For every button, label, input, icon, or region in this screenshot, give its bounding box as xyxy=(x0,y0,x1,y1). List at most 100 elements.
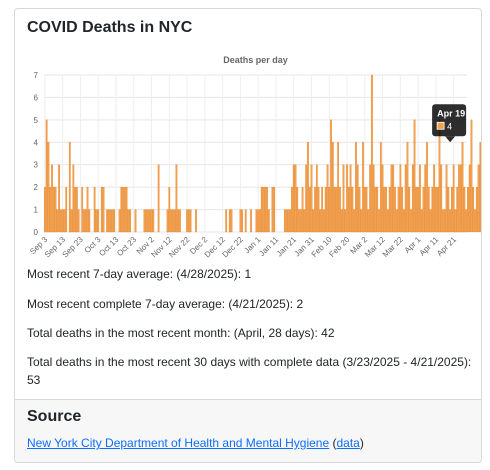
bar xyxy=(74,186,76,233)
bar xyxy=(413,119,416,233)
bar xyxy=(118,209,121,233)
x-tick-label: Feb 20 xyxy=(327,235,351,259)
bar xyxy=(374,186,377,233)
bar xyxy=(481,187,482,232)
bar xyxy=(420,209,423,233)
bar xyxy=(474,209,476,233)
x-tick-label: Dec 22 xyxy=(221,235,246,260)
bar xyxy=(301,186,304,233)
bar xyxy=(152,209,155,233)
bar xyxy=(363,186,366,233)
bar xyxy=(440,164,443,233)
bar xyxy=(168,186,171,233)
bar xyxy=(339,186,341,233)
bar xyxy=(310,164,313,233)
data-link[interactable]: data xyxy=(336,436,360,450)
bar xyxy=(403,209,405,233)
bar xyxy=(355,142,357,233)
bar xyxy=(186,209,188,233)
bar xyxy=(312,209,315,233)
bar xyxy=(72,164,75,233)
bar xyxy=(70,209,73,233)
bar xyxy=(61,209,64,233)
bar xyxy=(337,142,340,233)
bar xyxy=(171,209,174,233)
bar xyxy=(331,142,334,233)
bar xyxy=(111,209,114,233)
bar xyxy=(438,119,441,233)
bar xyxy=(467,186,469,233)
bar xyxy=(129,209,132,233)
bar xyxy=(177,209,180,233)
y-tick-label: 6 xyxy=(34,93,39,102)
bar xyxy=(175,164,178,233)
bar xyxy=(241,209,244,233)
bar xyxy=(443,209,446,233)
bar xyxy=(124,186,126,233)
bar xyxy=(294,164,297,233)
source-link[interactable]: New York City Department of Health and M… xyxy=(27,436,330,450)
bar xyxy=(406,142,409,233)
bar xyxy=(415,186,418,233)
x-tick-label: Apr 21 xyxy=(435,235,458,258)
bar xyxy=(58,164,60,233)
bar xyxy=(449,209,451,233)
bar xyxy=(356,164,359,233)
bar xyxy=(410,209,412,233)
x-tick-label: Nov 22 xyxy=(167,235,192,260)
bar xyxy=(328,186,331,233)
bar xyxy=(195,209,197,233)
bar xyxy=(88,209,91,233)
bar xyxy=(157,164,160,233)
bar xyxy=(458,164,460,233)
bar xyxy=(319,209,322,233)
bar xyxy=(271,186,274,233)
y-tick-label: 0 xyxy=(34,228,39,237)
y-tick-label: 3 xyxy=(34,161,39,170)
bar xyxy=(225,209,228,233)
bar xyxy=(285,209,288,233)
bar xyxy=(81,186,84,233)
bar xyxy=(189,209,192,233)
bar xyxy=(51,164,53,233)
bar xyxy=(454,209,457,233)
bar xyxy=(65,186,68,233)
bar xyxy=(255,209,258,233)
bar xyxy=(250,209,252,233)
bar xyxy=(376,186,379,233)
bar xyxy=(379,142,382,233)
bar xyxy=(392,164,395,233)
bar xyxy=(289,209,292,233)
bar xyxy=(143,209,146,233)
bar xyxy=(228,209,231,233)
bar xyxy=(387,209,389,233)
bar xyxy=(56,209,59,233)
bar xyxy=(394,186,396,233)
bar xyxy=(109,209,112,233)
bar xyxy=(397,186,400,233)
bar xyxy=(77,209,80,233)
bar xyxy=(342,164,345,233)
card-title: COVID Deaths in NYC xyxy=(27,19,193,36)
bar xyxy=(369,164,371,233)
bar xyxy=(371,74,373,233)
bar xyxy=(360,209,363,233)
bar xyxy=(465,209,467,233)
bar xyxy=(321,186,324,233)
bar xyxy=(145,209,148,233)
bar xyxy=(170,209,172,233)
bar xyxy=(461,142,464,233)
bar xyxy=(362,142,364,233)
bar xyxy=(76,186,78,233)
x-tick-label: Oct 23 xyxy=(115,235,138,258)
x-tick-label: Mar 22 xyxy=(381,235,405,259)
bar xyxy=(445,164,448,233)
bar xyxy=(273,186,276,233)
source-footer: Source New York City Department of Healt… xyxy=(15,399,481,462)
bar xyxy=(470,119,473,233)
bar xyxy=(125,186,128,233)
bar xyxy=(292,164,295,233)
bar xyxy=(429,209,432,233)
